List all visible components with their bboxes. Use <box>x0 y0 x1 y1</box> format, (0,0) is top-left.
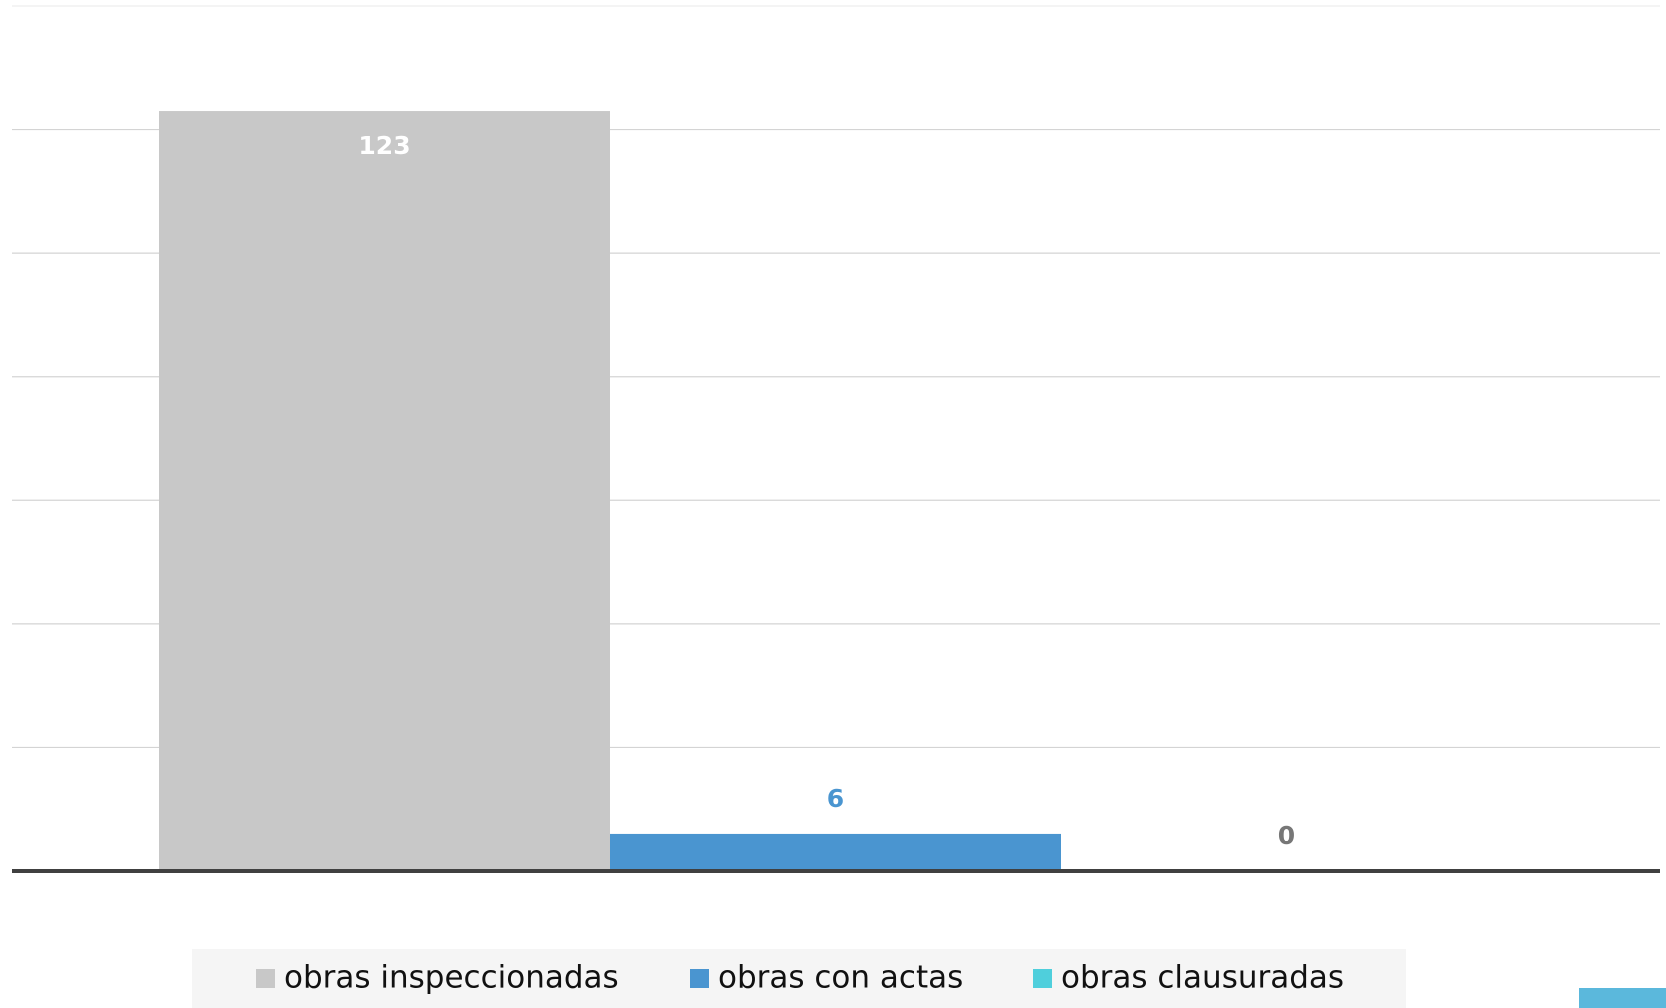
legend-swatch <box>690 969 709 988</box>
data-label: 0 <box>1278 821 1295 850</box>
legend-label: obras inspeccionadas <box>284 960 619 996</box>
bar <box>159 111 610 872</box>
corner-decoration <box>1579 988 1666 1008</box>
bar <box>610 833 1061 871</box>
legend-background <box>192 949 1406 1008</box>
data-label: 6 <box>827 784 844 813</box>
legend-swatch <box>1033 969 1052 988</box>
data-label: 123 <box>358 131 410 160</box>
legend-swatch <box>256 969 275 988</box>
legend-label: obras con actas <box>718 960 963 996</box>
legend-label: obras clausuradas <box>1061 960 1344 996</box>
